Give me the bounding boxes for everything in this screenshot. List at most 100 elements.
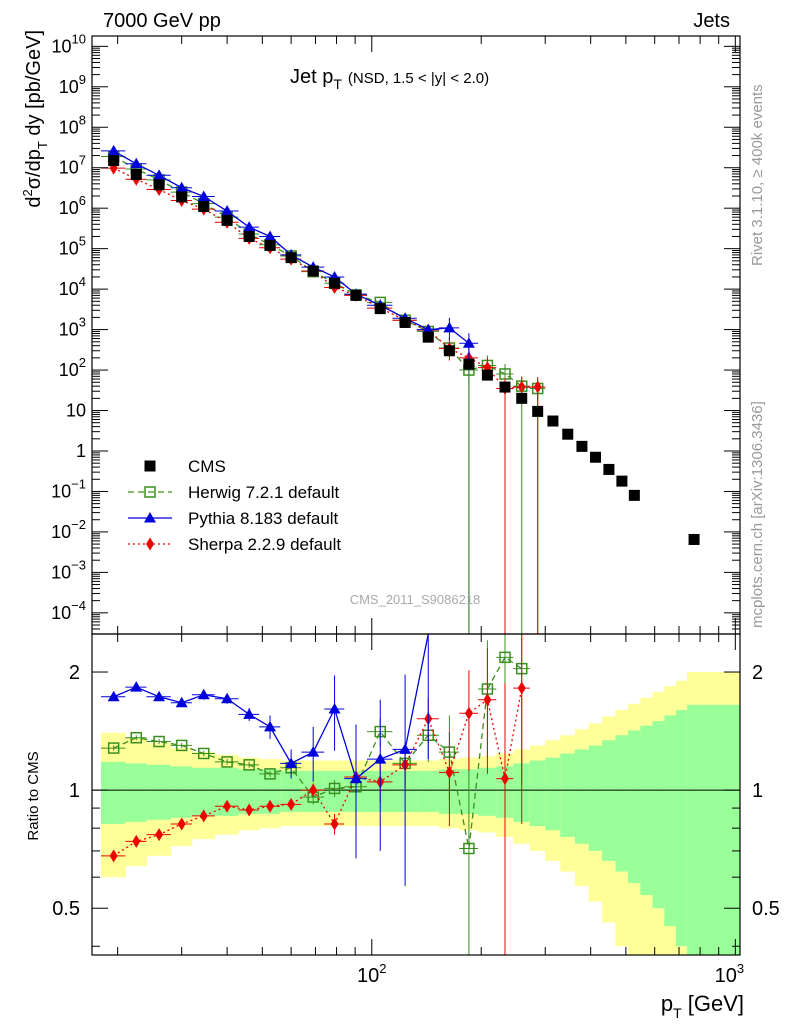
herwig-ratio-point-6 bbox=[243, 759, 255, 771]
pythia-point-16 bbox=[462, 337, 475, 348]
pythia-point-6 bbox=[243, 221, 256, 232]
pythia-ratio-point-10 bbox=[328, 702, 341, 714]
herwig-ratio-point-10 bbox=[328, 782, 341, 795]
herwig-ratio-point-5 bbox=[221, 756, 233, 768]
herwig-ratio-point-0 bbox=[107, 742, 120, 754]
sherpa-ratio-line bbox=[113, 687, 523, 857]
green-band-bin-3 bbox=[170, 766, 193, 818]
sherpa-ratio-point-9 bbox=[309, 783, 318, 797]
sherpa-ratio-point-0 bbox=[109, 849, 118, 863]
legend: CMS Herwig 7.2.1 default Pythia 8.183 defa… bbox=[128, 457, 341, 554]
cms-point-23 bbox=[576, 440, 588, 452]
y-tick-label-base-5: 10 bbox=[59, 239, 79, 259]
pythia-ratio-point-6 bbox=[243, 708, 256, 719]
pythia-ratio-point-11 bbox=[350, 772, 363, 784]
pythia-ratio-point-3 bbox=[175, 696, 188, 708]
pythia-point-3 bbox=[175, 181, 188, 193]
sherpa-ratio-point-5 bbox=[223, 799, 232, 813]
green-band-bin-32 bbox=[687, 704, 699, 955]
plot-title: Jet pT (NSD, 1.5 < |y| < 2.0) bbox=[290, 66, 489, 92]
y-tick-label-base-9: 10 bbox=[66, 401, 86, 421]
green-band-bin-14 bbox=[416, 770, 440, 812]
y-tick-label-base-13: 10 bbox=[51, 562, 71, 582]
header-right: Jets bbox=[693, 10, 730, 32]
tick-labels: 101010910810710610510410310210110−110−21… bbox=[51, 31, 780, 987]
y-tick-label-exp-1: 9 bbox=[79, 72, 86, 87]
sherpa-ratio-point-3 bbox=[177, 817, 186, 831]
sherpa-ratio-point-10 bbox=[330, 817, 339, 831]
y-tick-label-exp-3: 7 bbox=[79, 153, 86, 168]
cms-point-25 bbox=[603, 463, 615, 475]
cms-point-19 bbox=[516, 392, 528, 404]
green-band-bin-7 bbox=[259, 769, 281, 814]
herwig-ratio-point-3 bbox=[175, 739, 188, 752]
axis-ticks bbox=[92, 36, 740, 955]
sherpa-ratio-point-19 bbox=[517, 681, 526, 695]
legend-entry-2: Pythia 8.183 default bbox=[128, 509, 339, 528]
legend-marker-3 bbox=[146, 537, 154, 551]
ratio-tick-label-r-1: 1 bbox=[752, 780, 763, 802]
cms-point-26 bbox=[616, 475, 628, 487]
pythia-ratio-point-0 bbox=[107, 690, 120, 702]
uncertainty-bands bbox=[101, 672, 741, 955]
green-band-bin-28 bbox=[640, 725, 654, 896]
cms-point-6 bbox=[243, 230, 255, 242]
pythia-point-4 bbox=[197, 190, 210, 201]
green-band-bin-34 bbox=[708, 704, 721, 955]
y-tick-label-exp-14: −4 bbox=[71, 598, 86, 613]
y-tick-label-7: 103 bbox=[59, 315, 86, 340]
legend-entry-3: Sherpa 2.2.9 default bbox=[128, 535, 341, 554]
pythia-point-0 bbox=[107, 144, 120, 156]
sherpa-ratio-point-6 bbox=[245, 803, 254, 817]
plot-title-note: (NSD, 1.5 < |y| < 2.0) bbox=[348, 70, 489, 87]
y-tick-label-12: 10−2 bbox=[51, 517, 86, 542]
sherpa-ratio-point-4 bbox=[199, 809, 208, 823]
y-tick-label-exp-7: 3 bbox=[79, 315, 86, 330]
y-tick-label-exp-12: −2 bbox=[71, 517, 86, 532]
sherpa-ratio-point-1 bbox=[132, 834, 141, 848]
y-tick-label-1: 109 bbox=[59, 72, 86, 97]
green-band-bin-31 bbox=[675, 710, 688, 947]
y-tick-label-8: 102 bbox=[59, 355, 86, 380]
y-tick-label-base-3: 10 bbox=[59, 158, 79, 178]
cms-point-11 bbox=[350, 289, 362, 301]
cms-point-20 bbox=[532, 405, 544, 417]
green-band-bin-33 bbox=[698, 704, 710, 955]
legend-marker-2 bbox=[144, 512, 156, 523]
cms-point-28 bbox=[688, 533, 700, 545]
pythia-ratio-series bbox=[101, 633, 439, 886]
y-axis-label: d2σ/dpT dy [pb/GeV] bbox=[20, 30, 50, 208]
y-tick-label-base-12: 10 bbox=[51, 522, 71, 542]
legend-label-0: CMS bbox=[188, 457, 226, 476]
y-tick-label-exp-8: 2 bbox=[79, 355, 86, 370]
pythia-ratio-point-9 bbox=[307, 746, 320, 757]
side-label-lower: mcplots.cern.ch [arXiv:1306.3436] bbox=[749, 401, 766, 628]
x-tick-label-1: 103 bbox=[715, 961, 744, 987]
cms-point-21 bbox=[547, 415, 559, 427]
green-band-bin-29 bbox=[652, 721, 665, 909]
pythia-ratio-point-12 bbox=[374, 753, 387, 764]
y-tick-label-base-8: 10 bbox=[59, 360, 79, 380]
herwig-ratio-point-16 bbox=[463, 842, 475, 855]
green-band-bin-21 bbox=[545, 757, 561, 831]
y-tick-label-5: 105 bbox=[59, 234, 86, 259]
sherpa-ratio-point-2 bbox=[155, 828, 164, 842]
cms-point-9 bbox=[307, 265, 319, 277]
green-band-bin-2 bbox=[146, 764, 172, 820]
data-series bbox=[101, 144, 700, 955]
legend-marker-1 bbox=[144, 486, 156, 498]
pythia-point-5 bbox=[221, 205, 234, 216]
sherpa-series bbox=[101, 161, 546, 401]
pythia-ratio-point-4 bbox=[197, 688, 210, 700]
pythia-point-1 bbox=[130, 157, 143, 169]
ratio-tick-label-r-0: 2 bbox=[752, 662, 763, 684]
cms-point-4 bbox=[198, 201, 210, 213]
sherpa-ratio-point-18 bbox=[500, 772, 509, 786]
pythia-ratio-point-7 bbox=[264, 720, 277, 732]
cms-point-10 bbox=[329, 277, 341, 289]
herwig-ratio-point-1 bbox=[130, 731, 143, 744]
ratio-tick-label-l-1: 1 bbox=[69, 780, 80, 802]
herwig-ratio-line bbox=[113, 656, 523, 849]
y-tick-label-base-14: 10 bbox=[51, 603, 71, 623]
